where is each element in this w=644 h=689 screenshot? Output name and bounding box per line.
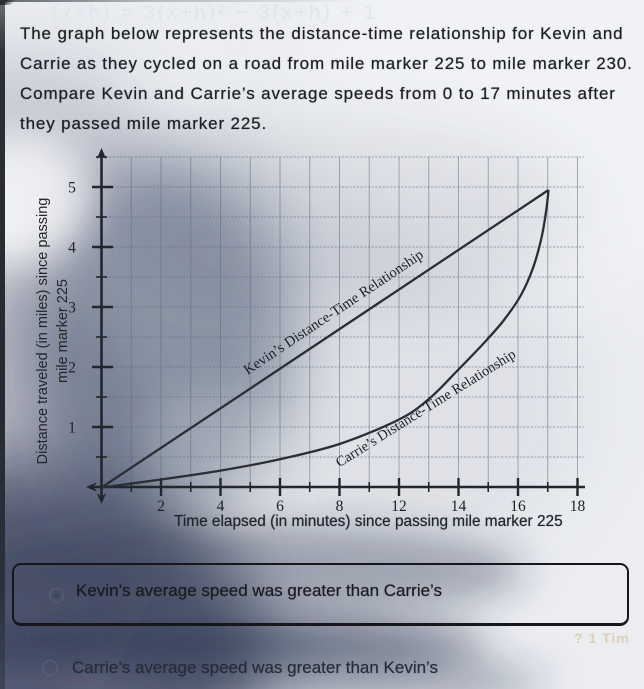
svg-text:3: 3 xyxy=(68,300,76,317)
svg-text:12: 12 xyxy=(391,498,407,515)
svg-text:4: 4 xyxy=(68,240,76,257)
svg-text:18: 18 xyxy=(570,498,586,515)
svg-text:2: 2 xyxy=(157,498,165,515)
svg-text:1: 1 xyxy=(68,420,76,437)
svg-text:8: 8 xyxy=(336,498,344,515)
svg-text:6: 6 xyxy=(276,498,284,515)
svg-text:4: 4 xyxy=(217,498,225,515)
svg-text:14: 14 xyxy=(451,498,467,515)
svg-text:16: 16 xyxy=(510,498,526,515)
svg-text:5: 5 xyxy=(68,180,76,197)
svg-text:Carrie’s Distance-Time Relatio: Carrie’s Distance-Time Relationship xyxy=(333,346,519,470)
svg-text:2: 2 xyxy=(68,360,76,377)
